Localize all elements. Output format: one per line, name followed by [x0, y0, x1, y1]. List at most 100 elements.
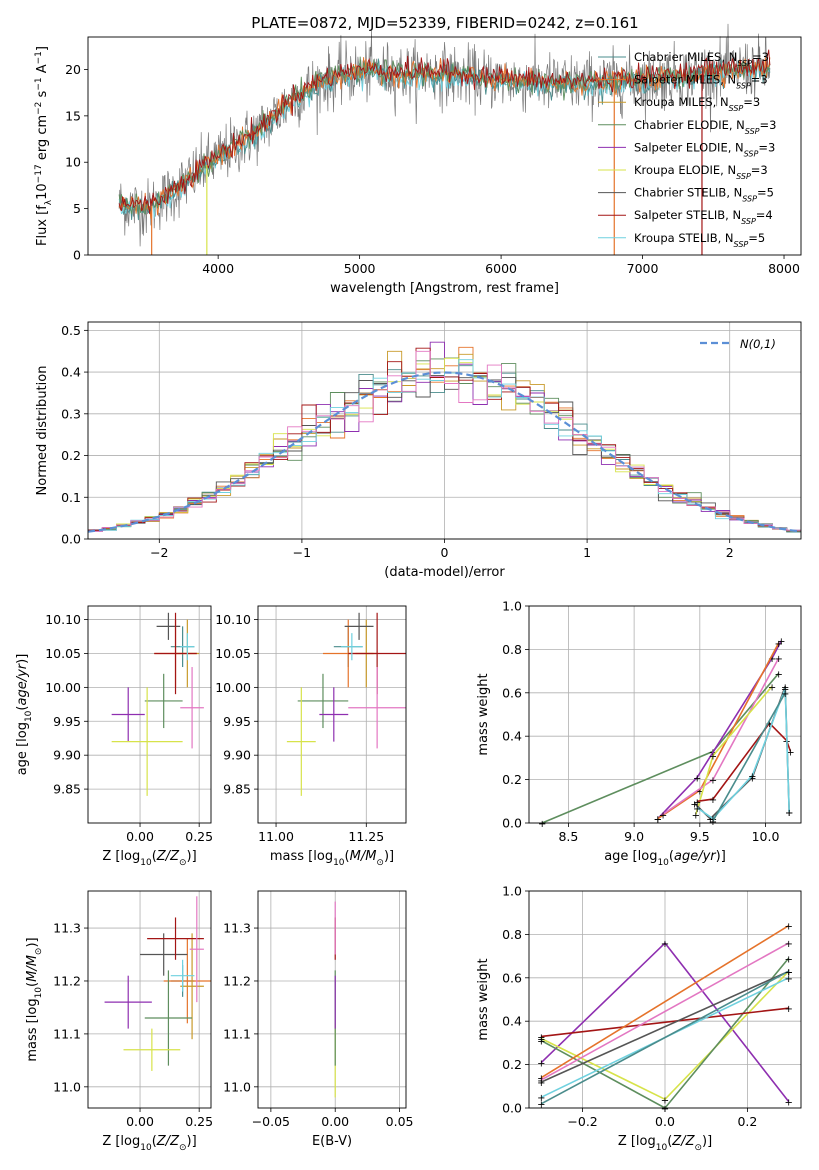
normal-pdf-curve	[87, 371, 802, 533]
spectrum-title: PLATE=0872, MJD=52339, FIBERID=0242, z=0…	[251, 14, 638, 32]
x-tick-label: 0.25	[185, 1114, 213, 1129]
label-part: (	[667, 1134, 672, 1149]
grid	[258, 891, 406, 1108]
x-axis-label: E(B-V)	[312, 1134, 352, 1149]
y-tick-label: 11.1	[53, 1026, 81, 1041]
label-part: (	[25, 982, 40, 987]
mass-weight-marker: +	[768, 654, 776, 665]
axes: 4000 5000 6000 7000 8000 0 5 10 15 20 wavelength […	[34, 36, 802, 296]
label-sub: ⊙	[179, 858, 187, 868]
legend-label-tail: =3	[760, 118, 777, 132]
x-tick-label: 9.0	[624, 829, 644, 844]
panel-5: ++++++++++++++++++++++ +++++++++++8.5 9.0 9…	[476, 599, 802, 868]
y-tick-label: 11.0	[53, 1079, 81, 1094]
mass-weight-marker: +	[659, 810, 667, 821]
label-part: (	[15, 706, 30, 711]
axes: 8.5 9.0 9.5 10.0 0.0 0.2 0.4 0.6 0.8 1.0 age [log1…	[476, 599, 802, 868]
axes-frame	[528, 605, 802, 824]
label-sub: 10	[140, 1143, 152, 1153]
legend-label-main: Salpeter STELIB, N	[634, 208, 741, 222]
mass-weight-marker: +	[781, 682, 789, 693]
x-tick-label: 0.25	[185, 829, 213, 844]
mass-weight-marker: +	[785, 808, 793, 819]
axes-frame	[87, 605, 212, 824]
label-part: Z/Z	[156, 849, 180, 864]
x-tick-label: 11.00	[258, 829, 294, 844]
mass-weight-marker: +	[784, 922, 792, 933]
legend-label: N(0,1)	[740, 337, 776, 351]
panel-3: 0.00 0.25 9.85 9.90 9.95 10.00 10.05 10.10 Z [lo…	[15, 605, 213, 868]
x-axis-label: (data-model)/error	[384, 565, 505, 580]
axes: −0.2 0.0 0.2 0.0 0.2 0.4 0.6 0.8 1.0 Z [log10(Z/Z…	[476, 884, 802, 1153]
mass-weight-marker: +	[784, 1004, 792, 1015]
label-sub: ⊙	[694, 1143, 702, 1153]
x-tick-label: 0.2	[737, 1114, 757, 1129]
label-sub: 10	[34, 987, 44, 999]
y-tick-label: 10	[65, 155, 81, 170]
panel-8: +++++++++++++++++++++−0.2 0.0 0.20.00.20.4…	[476, 884, 802, 1153]
plot-area: ++++++++++++++++++++++ +++++++++++	[538, 637, 795, 830]
legend-label: Salpeter STELIB, NSSP=4	[634, 208, 773, 226]
legend-label-tail: =4	[756, 208, 773, 222]
y-tick-label: 0.0	[502, 1101, 522, 1116]
mass-weight-line	[541, 1007, 789, 1038]
mass-weight-marker: +	[654, 815, 662, 826]
y-axis-label: mass weight	[476, 958, 491, 1040]
y-tick-label: 0.4	[61, 365, 81, 380]
legend-label-sub: SSP	[736, 172, 751, 181]
axes: 0.00 0.25 9.85 9.90 9.95 10.00 10.05 10.10 Z [lo…	[15, 605, 213, 868]
label-sup: −2	[34, 102, 44, 115]
observed-spectrum-line	[118, 23, 771, 247]
mass-weight-line	[712, 692, 786, 822]
legend-label-main: Kroupa ELODIE, N	[634, 163, 736, 177]
mass-weight-line	[541, 970, 790, 1101]
mass-weight-line	[695, 685, 773, 815]
label-sub: λ	[44, 199, 54, 205]
label-part: (	[152, 1134, 157, 1149]
plot-area	[286, 612, 406, 796]
y-tick-label: 0.1	[61, 490, 81, 505]
legend-label-tail: =3	[758, 140, 775, 154]
legend-label-sub: SSP	[734, 239, 749, 248]
y-tick-label: 0.2	[502, 1057, 522, 1072]
label-part: )]	[384, 849, 394, 864]
label-sub: 10	[24, 710, 34, 722]
mass-weight-marker: +	[784, 967, 792, 978]
label-part: Z [log	[102, 849, 140, 864]
label-part: erg cm	[35, 115, 50, 164]
x-tick-label: 1	[583, 545, 591, 560]
legend-label-tail: =3	[743, 95, 760, 109]
legend-label-sub: SSP	[729, 104, 744, 113]
legend-label-sub: SSP	[745, 126, 760, 135]
mass-weight-marker: +	[784, 954, 792, 965]
mass-weight-marker: +	[709, 817, 717, 828]
legend-label-sub: SSP	[744, 149, 759, 158]
mass-weight-line	[696, 688, 790, 820]
y-tick-label: 10.10	[215, 612, 251, 627]
label-part: Z/Z	[156, 1134, 180, 1149]
legend-label-main: N(0,1)	[740, 337, 776, 351]
y-tick-label: 0.2	[61, 448, 81, 463]
label-part: Flux [f	[35, 205, 50, 246]
y-axis-label: age [log10(age/yr)]	[15, 654, 34, 776]
mass-weight-marker: +	[537, 1100, 545, 1111]
y-axis-label: mass [log10(M/M⊙)]	[25, 937, 44, 1061]
axes: −2 −1 0 1 2 0.0 0.1 0.2 0.3 0.4 0.5 (data-model)/er…	[35, 321, 802, 580]
label-part: mass [log	[270, 849, 333, 864]
y-tick-label: 0	[73, 248, 81, 263]
y-tick-label: 10.05	[45, 646, 81, 661]
x-axis-label: wavelength [Angstrom, rest frame]	[330, 281, 559, 296]
label-sup: −17	[34, 164, 44, 183]
y-tick-label: 5	[73, 201, 81, 216]
legend-label: Chabrier ELODIE, NSSP=3	[634, 118, 776, 136]
label-sub: ⊙	[376, 858, 384, 868]
x-tick-label: 8000	[768, 261, 800, 276]
y-tick-label: 0.0	[502, 816, 522, 831]
mass-weight-marker: +	[537, 1078, 545, 1089]
y-tick-label: 10.00	[45, 680, 81, 695]
residual-histogram-step	[88, 350, 801, 533]
y-tick-label: 0.3	[61, 406, 81, 421]
